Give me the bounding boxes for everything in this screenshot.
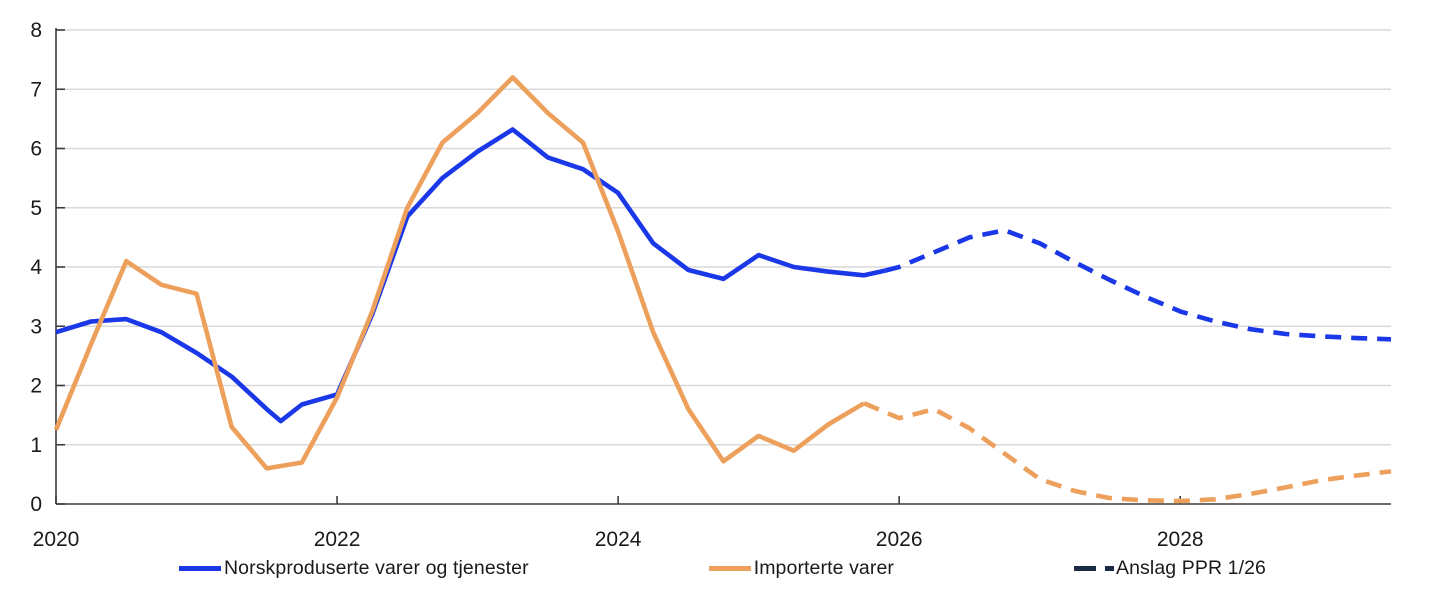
- legend-swatch-dash-icon: [1074, 566, 1096, 571]
- y-tick-label: 6: [30, 138, 42, 161]
- series-norskproduserte-anslag-dashed: [884, 228, 1392, 342]
- y-tick-label: 4: [30, 256, 42, 279]
- legend-label: Importerte varer: [753, 557, 894, 579]
- legend-item-anslag: Anslag PPR 1/26: [1074, 557, 1266, 580]
- y-tick-label: 3: [30, 315, 42, 338]
- x-tick-label: 2020: [33, 528, 80, 551]
- series-importerte-solid: [53, 75, 866, 471]
- y-tick-label: 0: [30, 493, 42, 516]
- x-tick-label: 2022: [314, 528, 361, 551]
- y-tick-label: 5: [30, 197, 42, 220]
- series-importerte-anslag-dashed: [863, 401, 1392, 504]
- legend-item-importerte: Importerte varer: [708, 557, 894, 580]
- x-tick-label: 2028: [1157, 528, 1204, 551]
- y-tick-label: 2: [30, 375, 42, 398]
- x-tick-label: 2024: [595, 528, 642, 551]
- legend-item-norskproduserte: Norskproduserte varer og tjenester: [178, 557, 529, 580]
- legend-swatch-dash-icon: [1105, 566, 1114, 571]
- y-tick-label: 8: [30, 19, 42, 42]
- y-tick-label: 1: [30, 434, 42, 457]
- legend-label: Norskproduserte varer og tjenester: [223, 557, 529, 579]
- legend-swatch-orange-line: [708, 566, 751, 571]
- legend-label: Anslag PPR 1/26: [1116, 557, 1267, 579]
- series-norskproduserte-solid: [55, 127, 886, 424]
- y-tick-label: 7: [30, 78, 42, 101]
- x-tick-label: 2026: [876, 528, 923, 551]
- chart-legend: Norskproduserte varer og tjenester Impor…: [0, 557, 1445, 580]
- legend-swatch-blue-line: [178, 566, 221, 571]
